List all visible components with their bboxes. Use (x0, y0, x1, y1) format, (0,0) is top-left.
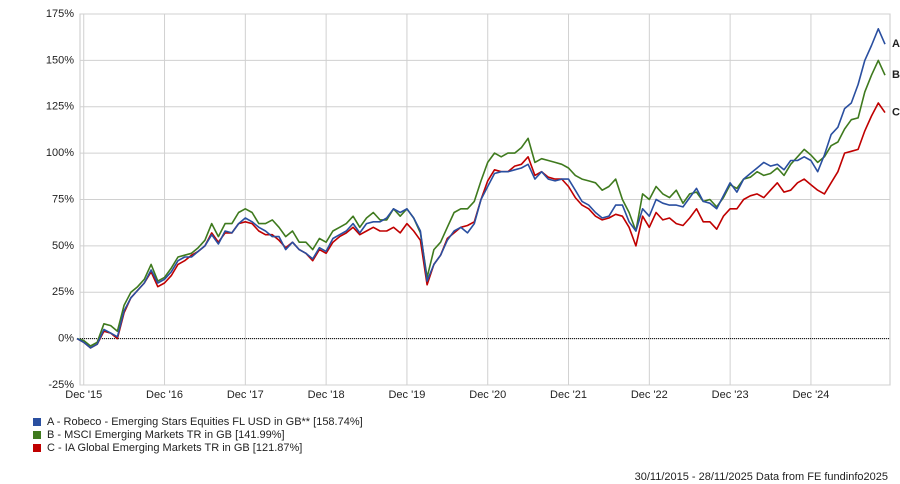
y-tick-label: 75% (52, 193, 74, 205)
legend-label: B - MSCI Emerging Markets TR in GB [141.… (47, 429, 285, 441)
y-tick-label: 100% (46, 147, 74, 159)
footer: 30/11/2015 - 28/11/2025 Data from FE fun… (635, 471, 888, 483)
end-label: C (892, 106, 900, 118)
legend-swatch (33, 431, 41, 439)
x-tick-label: Dec '16 (146, 389, 183, 401)
x-tick-label: Dec '18 (308, 389, 345, 401)
x-tick-label: Dec '15 (65, 389, 102, 401)
x-tick-label: Dec '24 (792, 389, 829, 401)
end-label: A (892, 38, 900, 50)
y-tick-label: -25% (48, 379, 74, 391)
legend-label: C - IA Global Emerging Markets TR in GB … (47, 442, 302, 454)
y-tick-label: 50% (52, 240, 74, 252)
legend-swatch (33, 444, 41, 452)
series-line (76, 59, 886, 347)
x-tick-label: Dec '17 (227, 389, 264, 401)
x-tick-label: Dec '21 (550, 389, 587, 401)
end-label: B (892, 69, 900, 81)
x-tick-label: Dec '22 (631, 389, 668, 401)
legend-swatch (33, 418, 41, 426)
x-tick-label: Dec '23 (712, 389, 749, 401)
x-tick-label: Dec '20 (469, 389, 506, 401)
y-tick-label: 175% (46, 8, 74, 20)
y-tick-label: 25% (52, 286, 74, 298)
y-tick-label: 150% (46, 54, 74, 66)
series-line (76, 28, 886, 349)
legend-label: A - Robeco - Emerging Stars Equities FL … (47, 416, 363, 428)
y-tick-label: 125% (46, 101, 74, 113)
y-tick-label: 0% (58, 333, 74, 345)
x-tick-label: Dec '19 (388, 389, 425, 401)
